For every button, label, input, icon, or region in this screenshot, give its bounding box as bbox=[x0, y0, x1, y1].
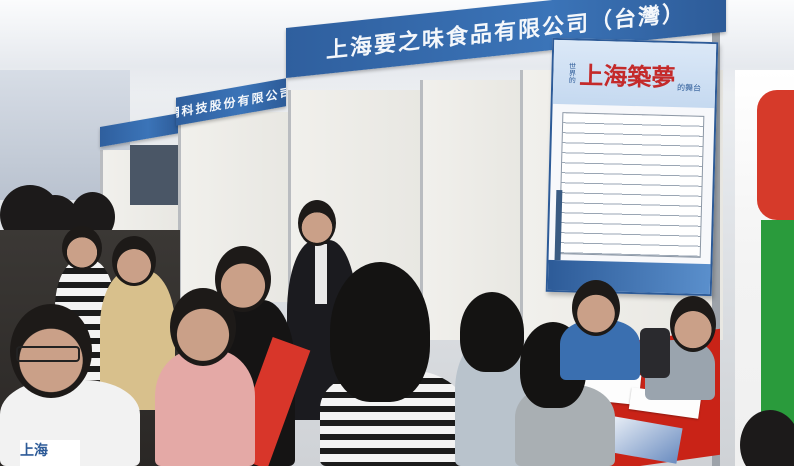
person-head bbox=[112, 236, 156, 286]
person-pink bbox=[155, 350, 255, 466]
roll-up-banner bbox=[735, 70, 794, 466]
chair bbox=[640, 328, 670, 378]
booth-post bbox=[712, 10, 720, 466]
glasses bbox=[16, 346, 80, 362]
poster-suffix: 的舞台 bbox=[676, 83, 702, 93]
man-head bbox=[298, 200, 336, 246]
poster-footer bbox=[547, 259, 711, 295]
booth-poster-far bbox=[130, 145, 180, 205]
foreground-person bbox=[740, 410, 794, 466]
student-hair bbox=[460, 292, 524, 372]
recruiter-head bbox=[572, 280, 620, 336]
poster-prefix: 世界的 bbox=[568, 61, 577, 84]
poster-title: 上海築夢 bbox=[579, 61, 676, 92]
tote-bag-text: 上海 bbox=[20, 440, 80, 466]
person-head bbox=[62, 226, 102, 270]
poster-header: 世界的 上海築夢 的舞台 bbox=[552, 39, 717, 109]
banner-red-shape bbox=[757, 90, 794, 220]
shirt bbox=[315, 244, 327, 304]
poster-table bbox=[558, 112, 705, 258]
person-head bbox=[170, 288, 236, 366]
recruiter-head bbox=[670, 296, 716, 352]
girl-long-hair bbox=[330, 262, 430, 402]
recruitment-poster: 世界的 上海築夢 的舞台 bbox=[545, 37, 719, 297]
